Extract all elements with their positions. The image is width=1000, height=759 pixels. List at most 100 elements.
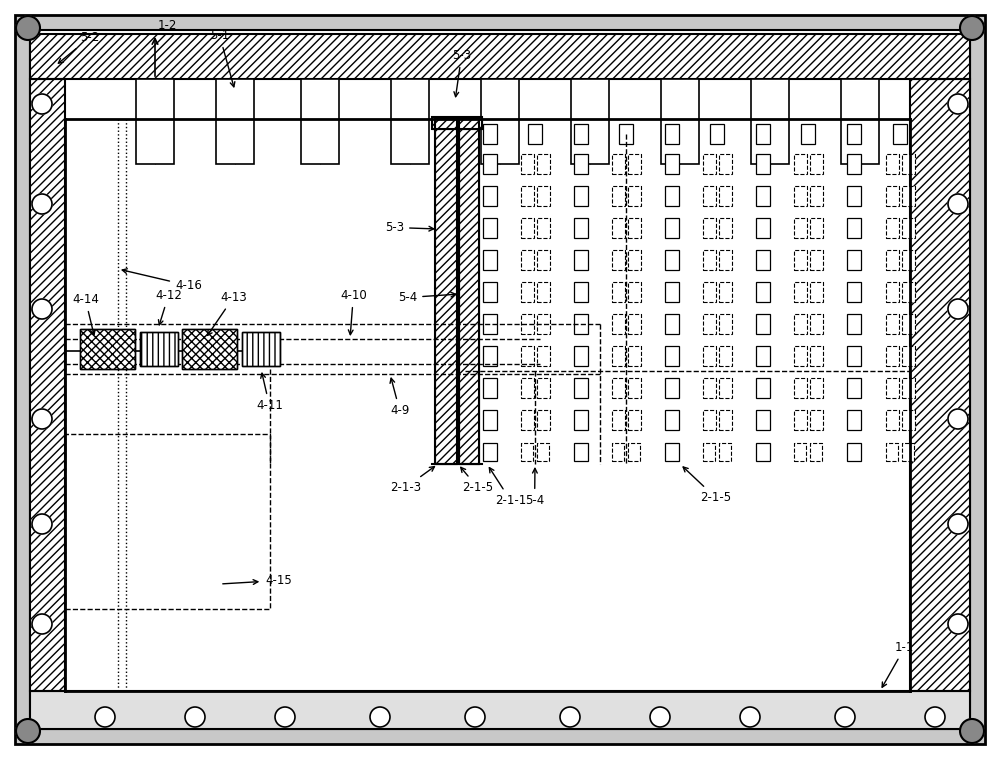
Circle shape xyxy=(185,707,205,727)
Bar xyxy=(902,378,915,398)
Bar xyxy=(665,410,679,430)
Text: 4-9: 4-9 xyxy=(390,378,409,417)
Bar xyxy=(537,186,550,206)
Circle shape xyxy=(925,707,945,727)
Bar xyxy=(537,443,549,461)
Bar xyxy=(30,79,65,691)
Bar xyxy=(521,443,533,461)
Bar xyxy=(140,332,178,366)
Bar xyxy=(483,124,497,144)
Bar xyxy=(794,186,807,206)
Bar xyxy=(628,282,641,302)
Bar xyxy=(182,329,237,369)
Bar xyxy=(847,250,861,270)
Bar xyxy=(537,282,550,302)
Bar xyxy=(886,443,898,461)
Text: 5-2: 5-2 xyxy=(58,31,99,63)
Bar xyxy=(182,329,237,369)
Bar xyxy=(521,410,534,430)
Bar xyxy=(703,250,716,270)
Bar xyxy=(703,282,716,302)
Bar xyxy=(886,186,899,206)
Bar xyxy=(432,117,482,129)
Bar xyxy=(612,250,625,270)
Circle shape xyxy=(32,409,52,429)
Circle shape xyxy=(32,194,52,214)
Bar xyxy=(628,250,641,270)
Bar xyxy=(847,154,861,174)
Bar xyxy=(810,250,823,270)
Bar xyxy=(628,346,641,366)
Bar xyxy=(719,250,732,270)
Text: 5-3: 5-3 xyxy=(452,49,471,96)
Bar xyxy=(719,314,732,334)
Circle shape xyxy=(650,707,670,727)
Bar xyxy=(902,314,915,334)
Bar xyxy=(661,79,699,164)
Bar xyxy=(886,218,899,238)
Bar xyxy=(628,443,640,461)
Bar xyxy=(574,124,588,144)
Bar xyxy=(80,329,135,369)
Bar xyxy=(528,124,542,144)
Bar xyxy=(521,186,534,206)
Circle shape xyxy=(32,614,52,634)
Bar xyxy=(794,410,807,430)
Circle shape xyxy=(370,707,390,727)
Bar xyxy=(574,250,588,270)
Bar xyxy=(756,282,770,302)
Bar xyxy=(794,154,807,174)
Bar xyxy=(751,79,789,164)
Text: 4-15: 4-15 xyxy=(223,574,292,587)
Bar xyxy=(521,154,534,174)
Circle shape xyxy=(960,719,984,743)
Bar xyxy=(459,119,479,464)
Circle shape xyxy=(16,719,40,743)
Bar xyxy=(910,79,970,691)
Bar xyxy=(521,314,534,334)
Bar xyxy=(612,186,625,206)
Bar xyxy=(665,314,679,334)
Bar xyxy=(80,329,135,369)
Bar xyxy=(481,79,519,164)
Bar xyxy=(886,410,899,430)
Bar xyxy=(902,410,915,430)
Circle shape xyxy=(948,409,968,429)
Text: 4-10: 4-10 xyxy=(340,289,367,335)
Bar xyxy=(574,443,588,461)
Bar xyxy=(719,186,732,206)
Bar xyxy=(902,186,915,206)
Bar xyxy=(719,443,731,461)
Bar xyxy=(847,186,861,206)
Bar xyxy=(810,154,823,174)
Bar xyxy=(847,443,861,461)
Bar xyxy=(537,378,550,398)
Bar xyxy=(756,186,770,206)
Bar xyxy=(794,282,807,302)
Bar xyxy=(719,346,732,366)
Text: 2-1-5: 2-1-5 xyxy=(461,468,493,494)
Bar xyxy=(574,218,588,238)
Bar xyxy=(483,250,497,270)
Bar xyxy=(537,154,550,174)
Bar xyxy=(483,443,497,461)
Bar xyxy=(665,218,679,238)
Bar xyxy=(537,250,550,270)
Bar xyxy=(628,314,641,334)
Bar xyxy=(612,410,625,430)
Bar xyxy=(703,346,716,366)
Circle shape xyxy=(948,94,968,114)
Bar xyxy=(810,443,822,461)
Bar xyxy=(574,410,588,430)
Bar xyxy=(902,154,915,174)
Circle shape xyxy=(740,707,760,727)
Bar xyxy=(810,218,823,238)
Bar xyxy=(521,346,534,366)
Bar xyxy=(619,124,633,144)
Bar xyxy=(756,154,770,174)
Bar xyxy=(665,154,679,174)
Bar xyxy=(483,218,497,238)
Text: 4-16: 4-16 xyxy=(122,269,202,292)
Bar xyxy=(665,346,679,366)
Bar xyxy=(521,250,534,270)
